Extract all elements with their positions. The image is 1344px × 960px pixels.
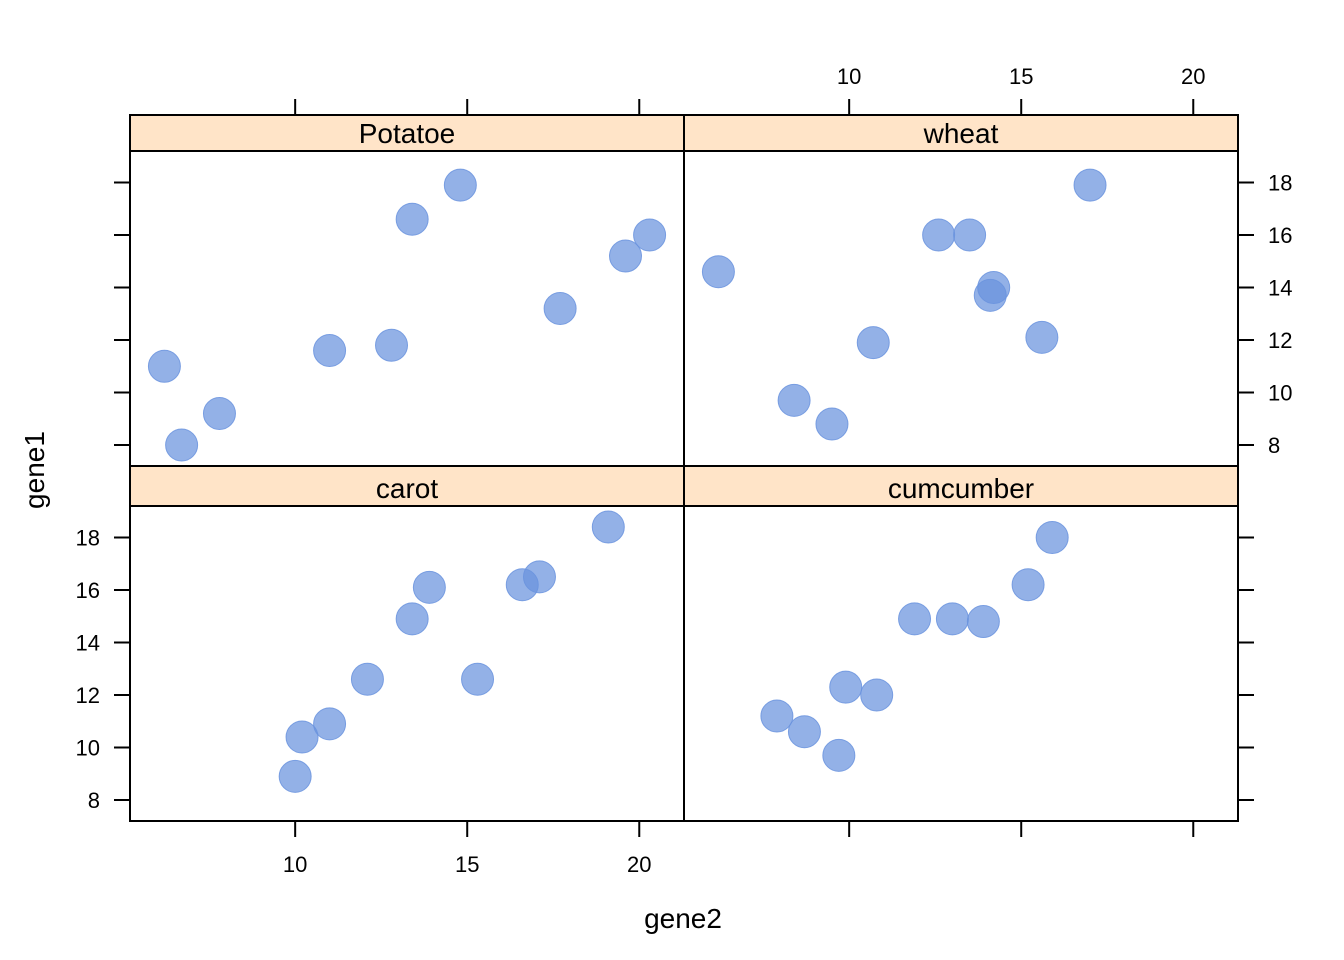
- y-tick-label-right: 16: [1268, 223, 1292, 248]
- data-point-carot: [461, 662, 495, 696]
- data-point-cumcumber: [829, 670, 863, 704]
- data-point-potatoe: [395, 202, 429, 236]
- data-point-carot: [285, 720, 319, 754]
- panel-cumcumber: cumcumber: [683, 465, 1239, 822]
- data-point-potatoe: [633, 218, 667, 252]
- y-tick-label-left: 12: [76, 683, 100, 708]
- data-point-wheat: [1025, 320, 1059, 354]
- data-point-carot: [278, 759, 312, 793]
- data-point-wheat: [922, 218, 956, 252]
- strip-label-wheat: wheat: [923, 118, 999, 149]
- y-tick-label-left: 18: [76, 526, 100, 551]
- data-point-carot: [313, 707, 347, 741]
- x-axis-title: gene2: [644, 903, 722, 934]
- data-point-wheat: [777, 383, 811, 417]
- data-point-carot: [395, 602, 429, 636]
- y-tick-label-left: 16: [76, 578, 100, 603]
- plot-area-wheat: [683, 150, 1239, 467]
- panel-wheat: wheat: [683, 114, 1239, 467]
- data-point-potatoe: [543, 292, 577, 325]
- data-point-wheat: [856, 326, 890, 360]
- y-tick-label-right: 8: [1268, 433, 1280, 458]
- data-point-wheat: [815, 407, 849, 441]
- panel-potatoe: Potatoe: [129, 114, 685, 467]
- data-point-carot: [522, 560, 556, 594]
- data-point-potatoe: [165, 428, 199, 462]
- data-point-cumcumber: [760, 699, 794, 733]
- axes-layer: 10 15 20 10 15 20 8 10 12 14 16 18 8 10 12 14 16 18: [76, 64, 1293, 877]
- data-point-cumcumber: [966, 605, 1000, 638]
- data-point-potatoe: [313, 334, 347, 367]
- strip-label-potatoe: Potatoe: [359, 118, 456, 149]
- data-point-cumcumber: [822, 738, 856, 772]
- panel-carot: carot: [129, 465, 685, 822]
- data-point-potatoe: [375, 328, 409, 362]
- data-point-carot: [591, 510, 625, 544]
- data-point-potatoe: [202, 397, 236, 430]
- data-point-cumcumber: [1035, 521, 1069, 554]
- y-axis-title: gene1: [19, 431, 50, 509]
- x-tick-label-top: 15: [1009, 64, 1033, 89]
- data-point-potatoe: [443, 168, 477, 202]
- data-point-carot: [412, 570, 446, 604]
- data-point-carot: [350, 662, 384, 696]
- strip-label-carot: carot: [376, 473, 438, 504]
- y-tick-label-left: 8: [88, 788, 100, 813]
- y-tick-label-right: 10: [1268, 381, 1292, 406]
- panels-layer: Potatoe wheat carot cumcumber: [129, 114, 1239, 822]
- data-point-wheat: [953, 218, 987, 252]
- x-tick-label-bottom: 10: [283, 852, 307, 877]
- x-tick-label-top: 20: [1181, 64, 1205, 89]
- plot-area-carot: [129, 505, 685, 822]
- strip-label-cumcumber: cumcumber: [888, 473, 1034, 504]
- data-point-wheat: [977, 271, 1011, 304]
- y-tick-label-left: 10: [76, 736, 100, 761]
- data-point-cumcumber: [860, 678, 894, 712]
- y-tick-label-right: 12: [1268, 328, 1292, 353]
- x-tick-label-bottom: 20: [627, 852, 651, 877]
- x-tick-label-top: 10: [837, 64, 861, 89]
- data-point-wheat: [1073, 168, 1107, 202]
- data-point-potatoe: [147, 349, 181, 383]
- x-tick-label-bottom: 15: [455, 852, 479, 877]
- y-tick-label-right: 14: [1268, 276, 1292, 301]
- strip-potatoe: [129, 114, 685, 152]
- data-point-potatoe: [609, 239, 643, 273]
- data-point-cumcumber: [1011, 568, 1045, 602]
- data-point-cumcumber: [787, 715, 821, 749]
- data-point-cumcumber: [898, 602, 932, 636]
- data-point-wheat: [701, 255, 735, 289]
- y-tick-label-left: 14: [76, 631, 100, 656]
- data-point-cumcumber: [935, 602, 969, 636]
- y-tick-label-right: 18: [1268, 171, 1292, 196]
- plot-area-cumcumber: [683, 505, 1239, 822]
